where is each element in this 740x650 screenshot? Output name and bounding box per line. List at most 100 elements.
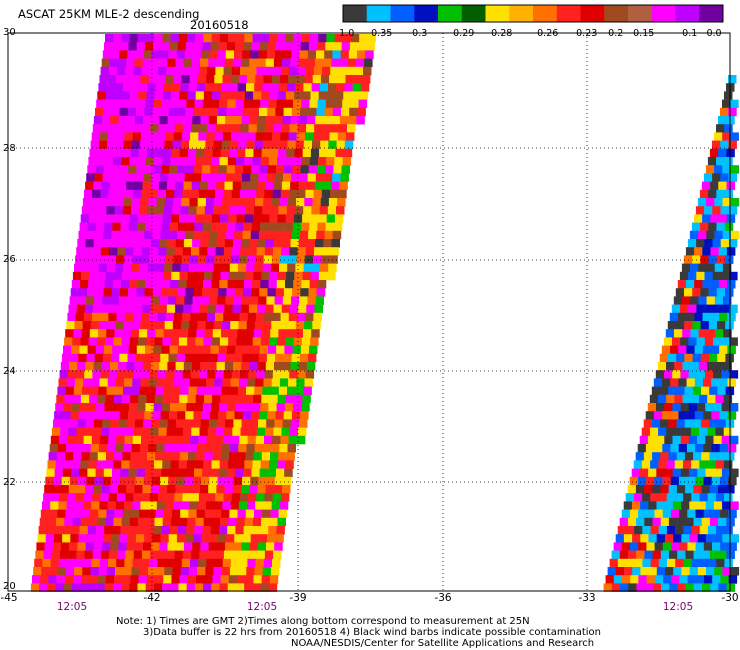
swath-cell bbox=[100, 247, 110, 256]
swath-cell bbox=[660, 517, 670, 527]
colorbar-swatch bbox=[699, 5, 724, 22]
swath-cell bbox=[222, 321, 231, 330]
swath-cell bbox=[98, 83, 107, 92]
swath-cell bbox=[670, 509, 680, 519]
swath-cell bbox=[208, 58, 217, 68]
swath-cell bbox=[165, 312, 175, 322]
swath-cell bbox=[246, 444, 255, 453]
swath-cell bbox=[314, 304, 323, 314]
swath-cell bbox=[706, 567, 715, 576]
swath-cell bbox=[308, 165, 318, 174]
swath-cell bbox=[144, 230, 153, 240]
colorbar-label: -0.1 bbox=[678, 28, 698, 39]
swath-cell bbox=[103, 534, 112, 543]
swath-cell bbox=[714, 230, 723, 240]
swath-cell bbox=[63, 345, 72, 355]
swath-cell bbox=[258, 50, 268, 59]
swath-cell bbox=[674, 493, 684, 502]
swath-cell bbox=[205, 83, 214, 92]
swath-cell bbox=[268, 460, 278, 469]
swath-cell bbox=[677, 583, 686, 592]
swath-cell bbox=[217, 476, 226, 486]
swath-cell bbox=[170, 403, 179, 412]
swath-cell bbox=[160, 288, 170, 297]
swath-cell bbox=[247, 132, 256, 141]
swath-cell bbox=[150, 485, 160, 494]
swath-cell bbox=[94, 476, 103, 486]
swath-cell bbox=[199, 427, 208, 437]
swath-cell bbox=[260, 99, 269, 109]
swath-cell bbox=[689, 230, 699, 240]
swath-cell bbox=[60, 362, 70, 371]
swath-cell bbox=[315, 116, 324, 125]
swath-cell bbox=[132, 132, 142, 141]
swath-cell bbox=[316, 50, 325, 59]
swath-cell bbox=[635, 485, 645, 494]
swath-cell bbox=[232, 485, 242, 494]
swath-cell bbox=[705, 468, 714, 478]
swath-cell bbox=[183, 124, 192, 133]
swath-cell bbox=[699, 394, 708, 404]
swath-cell bbox=[197, 501, 207, 510]
swath-cell bbox=[78, 288, 88, 297]
swath-cell bbox=[139, 567, 149, 576]
swath-cell bbox=[284, 468, 293, 478]
swath-cell bbox=[247, 255, 256, 264]
swath-cell bbox=[136, 288, 145, 297]
swath-cell bbox=[240, 550, 249, 560]
swath-cell bbox=[185, 230, 194, 240]
swath-cell bbox=[668, 485, 678, 494]
swath-cell bbox=[316, 107, 325, 117]
swath-cell bbox=[337, 198, 346, 207]
swath-cell bbox=[294, 394, 303, 404]
swath-cell bbox=[251, 288, 260, 297]
swath-cell bbox=[114, 148, 123, 158]
swath-cell bbox=[122, 206, 132, 215]
swath-cell bbox=[110, 239, 119, 248]
swath-cell bbox=[690, 296, 699, 305]
swath-cell bbox=[728, 509, 737, 519]
swath-cell bbox=[243, 165, 252, 174]
swath-cell bbox=[203, 214, 213, 223]
swath-cell bbox=[282, 116, 291, 125]
swath-cell bbox=[268, 345, 277, 355]
swath-cell bbox=[230, 378, 240, 387]
swath-cell bbox=[143, 116, 152, 125]
swath-cell bbox=[115, 263, 124, 273]
swath-cell bbox=[204, 575, 213, 584]
swath-cell bbox=[726, 550, 735, 560]
swath-cell bbox=[205, 198, 215, 207]
swath-cell bbox=[220, 91, 229, 100]
swath-cell bbox=[222, 132, 232, 141]
swath-cell bbox=[215, 550, 225, 560]
swath-cell bbox=[132, 501, 141, 510]
swath-cell bbox=[166, 247, 175, 256]
swath-cell bbox=[216, 58, 225, 68]
swath-cell bbox=[709, 386, 718, 396]
swath-cell bbox=[679, 271, 689, 281]
swath-cell bbox=[212, 329, 222, 338]
swath-cell bbox=[611, 550, 621, 560]
swath-cell bbox=[674, 460, 684, 469]
swath-cell bbox=[309, 280, 319, 289]
swath-cell bbox=[140, 321, 149, 330]
swath-cell bbox=[167, 58, 176, 68]
swath-cell bbox=[173, 435, 183, 445]
swath-cell bbox=[101, 58, 111, 68]
swath-cell bbox=[131, 321, 141, 330]
swath-cell bbox=[198, 189, 208, 199]
swath-cell bbox=[112, 280, 122, 289]
swath-cell bbox=[194, 583, 204, 592]
swath-cell bbox=[184, 50, 194, 59]
swath-cell bbox=[85, 239, 94, 248]
swath-cell bbox=[205, 444, 214, 453]
swath-cell bbox=[684, 419, 694, 428]
swath-cell bbox=[226, 42, 236, 51]
swath-cell bbox=[262, 509, 271, 519]
swath-cell bbox=[189, 501, 199, 510]
swath-cell bbox=[328, 263, 337, 273]
swath-cell bbox=[248, 304, 258, 314]
swath-cell bbox=[710, 550, 719, 560]
swath-cell bbox=[704, 239, 713, 248]
swath-cell bbox=[80, 583, 89, 592]
